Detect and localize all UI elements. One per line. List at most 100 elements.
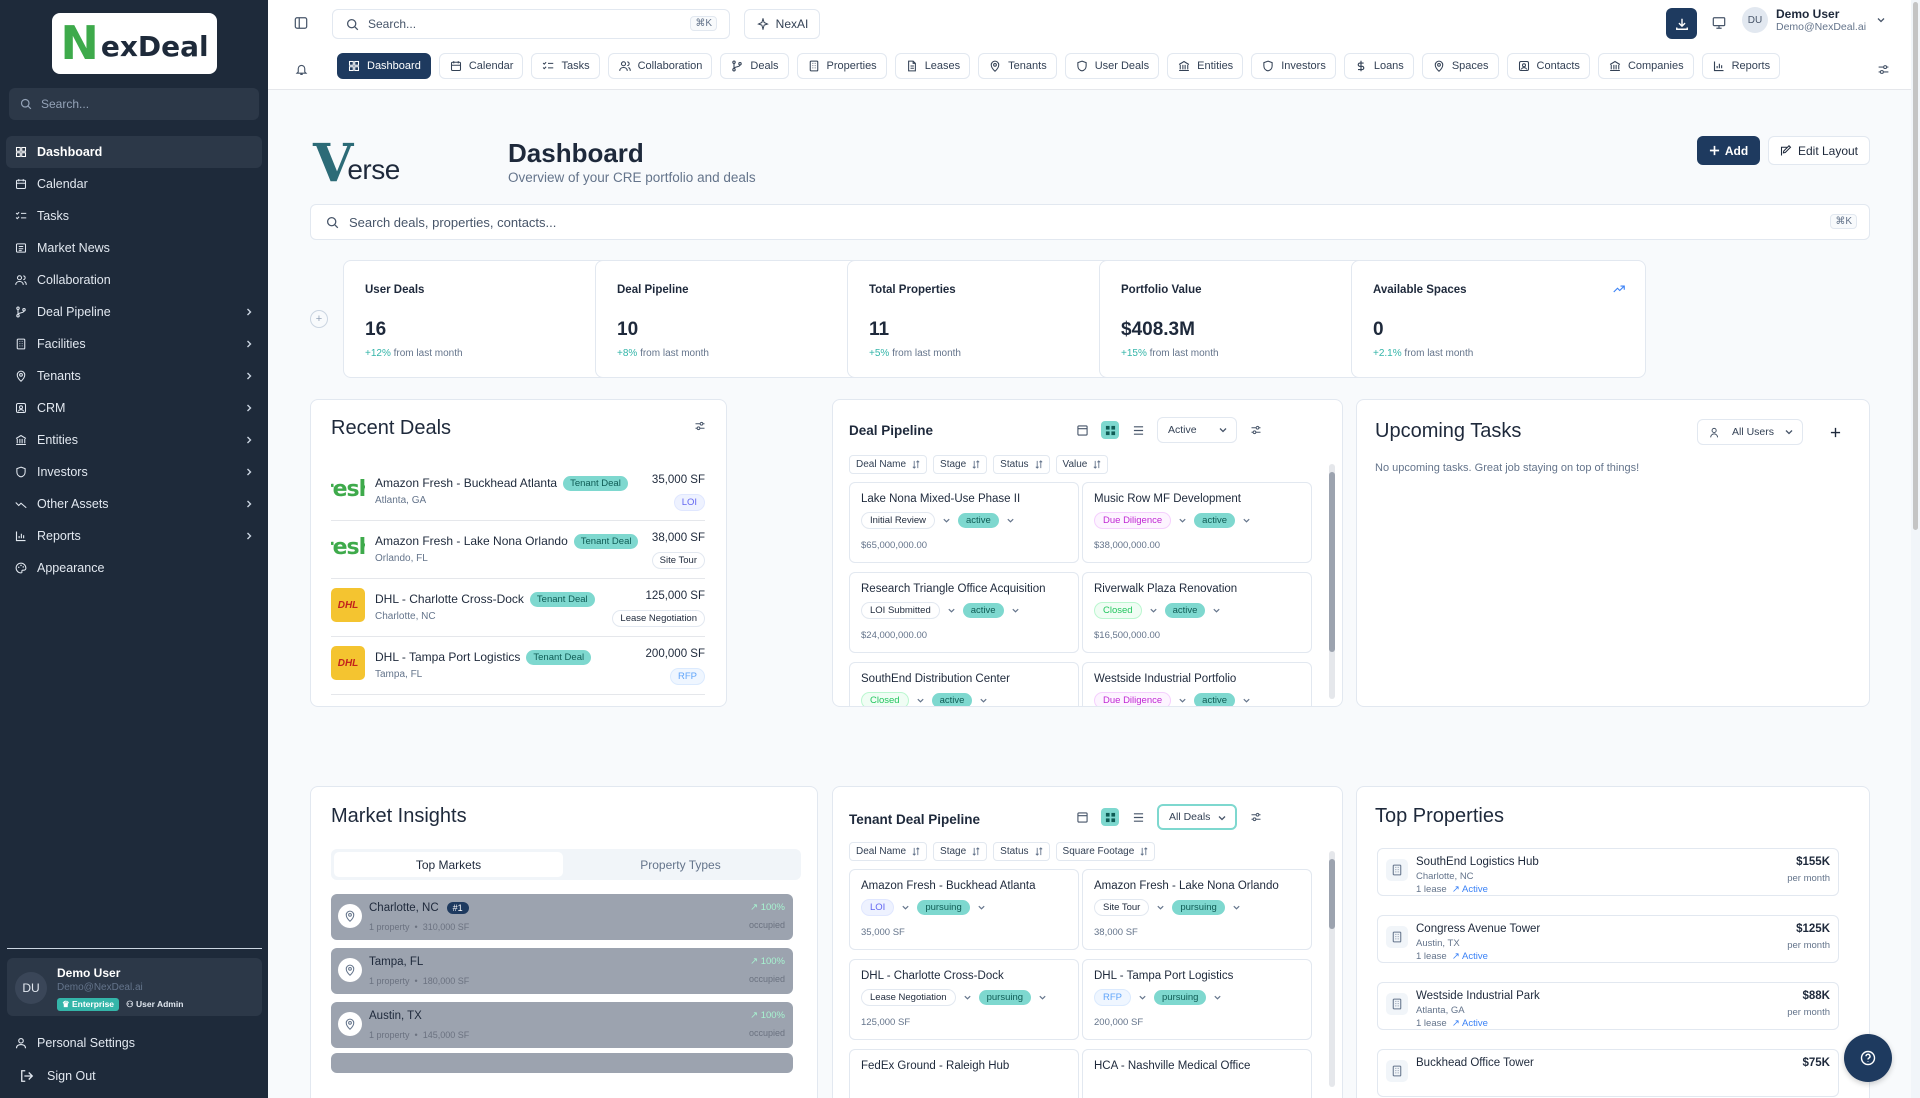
tab-user-deals[interactable]: User Deals (1064, 53, 1160, 79)
tab-property-types[interactable]: Property Types (640, 857, 721, 872)
table-view-icon[interactable] (1073, 808, 1091, 826)
sidebar-item-market-news[interactable]: Market News (6, 232, 262, 264)
sort-chip[interactable]: Deal Name (849, 842, 928, 861)
personal-settings-link[interactable]: Personal Settings (14, 1036, 135, 1050)
user-menu[interactable]: DU Demo User Demo@NexDeal.ai (1742, 7, 1888, 33)
sidebar-item-dashboard[interactable]: Dashboard (6, 136, 262, 168)
stage-select[interactable]: Initial Review (861, 512, 935, 529)
tab-loans[interactable]: Loans (1343, 53, 1414, 79)
sidebar-item-appearance[interactable]: Appearance (6, 552, 262, 584)
pipeline-card[interactable]: Amazon Fresh - Lake Nona Orlando Site Tou… (1082, 869, 1312, 950)
tab-properties[interactable]: Properties (796, 53, 887, 79)
sort-chip[interactable]: Stage (933, 455, 988, 474)
stage-select[interactable]: Site Tour (1094, 899, 1150, 916)
sidebar-item-entities[interactable]: Entities (6, 424, 262, 456)
page-scrollbar[interactable] (1911, 0, 1920, 1098)
tab-calendar[interactable]: Calendar (438, 53, 524, 79)
pipeline-card[interactable]: DHL - Tampa Port Logistics RFP pursuing 200… (1082, 959, 1312, 1040)
list-item[interactable]: Congress Avenue Tower $125K Austin, TX 1 le… (1377, 915, 1839, 963)
sidebar-item-facilities[interactable]: Facilities (6, 328, 262, 360)
scroll-thumb[interactable] (1329, 472, 1335, 652)
stage-select[interactable]: Lease Negotiation (861, 989, 956, 1006)
tab-deals[interactable]: Deals (720, 53, 789, 79)
stage-select[interactable]: Closed (1094, 602, 1142, 619)
pipeline-card[interactable]: Amazon Fresh - Buckhead Atlanta LOI pursui… (849, 869, 1079, 950)
pipeline-card[interactable]: HCA - Nashville Medical Office (1082, 1049, 1312, 1098)
stat-card-user-deals[interactable]: User Deals 16 +12% from last month (343, 260, 638, 378)
sort-chip[interactable]: Status (993, 842, 1050, 861)
add-button[interactable]: Add (1697, 136, 1760, 165)
list-item[interactable]: resh Amazon Fresh - Lake Nona Orlando Tena… (331, 521, 705, 579)
scroll-thumb[interactable] (1913, 2, 1918, 530)
bell-icon[interactable] (292, 60, 310, 78)
sidebar-search-input[interactable]: Search... (9, 88, 259, 120)
deal-pipeline-status-select[interactable]: Active (1157, 417, 1237, 443)
grid-view-icon[interactable] (1101, 808, 1119, 826)
sidebar-item-tenants[interactable]: Tenants (6, 360, 262, 392)
status-select[interactable]: pursuing (978, 990, 1032, 1005)
pipeline-card[interactable]: Research Triangle Office Acquisition LOI … (849, 572, 1079, 653)
stat-card-portfolio-value[interactable]: Portfolio Value $408.3M +15% from last mon… (1099, 260, 1394, 378)
tab-tasks[interactable]: Tasks (531, 53, 600, 79)
tab-top-markets[interactable]: Top Markets (334, 852, 563, 877)
list-item[interactable]: Tampa, FL 1 property • 180,000 SF ↗ 100% oc… (331, 948, 793, 994)
list-item[interactable]: Buckhead Office Tower $75K (1377, 1049, 1839, 1097)
sort-chip[interactable]: Stage (933, 842, 988, 861)
tab-reports[interactable]: Reports (1701, 53, 1781, 79)
pipeline-card[interactable]: DHL - Charlotte Cross-Dock Lease Negotiat… (849, 959, 1079, 1040)
stage-select[interactable]: LOI Submitted (861, 602, 940, 619)
sidebar-user-card[interactable]: DU Demo User Demo@NexDeal.ai ♛ Enterpris… (7, 958, 262, 1016)
tab-spaces[interactable]: Spaces (1421, 53, 1499, 79)
tab-dashboard[interactable]: Dashboard (337, 53, 431, 79)
status-select[interactable]: active (1194, 513, 1235, 528)
sign-out-link[interactable]: Sign Out (20, 1069, 96, 1083)
sidebar-item-reports[interactable]: Reports (6, 520, 262, 552)
sidebar-item-tasks[interactable]: Tasks (6, 200, 262, 232)
add-task-button[interactable] (1827, 424, 1843, 440)
status-select[interactable]: active (962, 603, 1004, 618)
grid-view-icon[interactable] (1101, 421, 1119, 439)
table-view-icon[interactable] (1073, 421, 1091, 439)
pipeline-card[interactable]: Music Row MF Development Due Diligence act… (1082, 482, 1312, 563)
pipeline-card[interactable]: FedEx Ground - Raleigh Hub (849, 1049, 1079, 1098)
help-button[interactable] (1844, 1034, 1892, 1082)
pipeline-card[interactable]: SouthEnd Distribution Center Closed active… (849, 662, 1079, 706)
tab-collaboration[interactable]: Collaboration (607, 53, 713, 79)
stat-card-deal-pipeline[interactable]: Deal Pipeline 10 +8% from last month (595, 260, 890, 378)
sort-chip[interactable]: Deal Name (849, 455, 928, 474)
sidebar-item-investors[interactable]: Investors (6, 456, 262, 488)
nexai-button[interactable]: NexAI (744, 9, 820, 39)
stage-select[interactable]: LOI (861, 899, 895, 916)
sidebar-toggle-icon[interactable] (292, 14, 310, 32)
sidebar-item-calendar[interactable]: Calendar (6, 168, 262, 200)
sort-chip[interactable]: Status (993, 455, 1050, 474)
status-select[interactable]: pursuing (1172, 900, 1225, 915)
stage-select[interactable]: RFP (1094, 989, 1131, 1006)
tab-investors[interactable]: Investors (1251, 53, 1336, 79)
stage-select[interactable]: Due Diligence (1094, 512, 1172, 529)
nexdeal-logo[interactable]: N exDeal (52, 13, 217, 74)
list-item[interactable]: SouthEnd Logistics Hub $155K Charlotte, NC… (1377, 848, 1839, 896)
filter-sliders-icon[interactable] (692, 418, 708, 434)
status-select[interactable]: active (957, 513, 999, 528)
download-button[interactable] (1666, 8, 1697, 39)
tab-entities[interactable]: Entities (1167, 53, 1244, 79)
settings-sliders-icon[interactable] (1874, 60, 1892, 78)
stat-card-total-properties[interactable]: Total Properties 11 +5% from last month (847, 260, 1142, 378)
tab-companies[interactable]: Companies (1597, 53, 1694, 79)
monitor-icon[interactable] (1710, 14, 1728, 32)
pipeline-card[interactable]: Lake Nona Mixed-Use Phase II Initial Revi… (849, 482, 1079, 563)
list-item[interactable] (331, 1053, 793, 1073)
sort-chip[interactable]: Square Footage (1055, 842, 1156, 861)
sidebar-item-crm[interactable]: CRM (6, 392, 262, 424)
global-search-input[interactable]: Search... ⌘K (332, 9, 730, 39)
list-item[interactable]: FedExFedEx Ground - Raleigh HubTenant De… (331, 695, 705, 706)
filter-sliders-icon[interactable] (1247, 808, 1265, 826)
add-stat-button[interactable]: + (310, 310, 328, 328)
task-user-filter-select[interactable]: All Users (1697, 419, 1803, 445)
tenant-pipeline-scrollbar[interactable] (1329, 851, 1335, 1087)
deal-pipeline-scrollbar[interactable] (1329, 464, 1335, 699)
list-item[interactable]: DHL DHL - Tampa Port Logistics Tenant Deal… (331, 637, 705, 695)
scroll-thumb[interactable] (1329, 859, 1335, 929)
list-view-icon[interactable] (1129, 421, 1147, 439)
